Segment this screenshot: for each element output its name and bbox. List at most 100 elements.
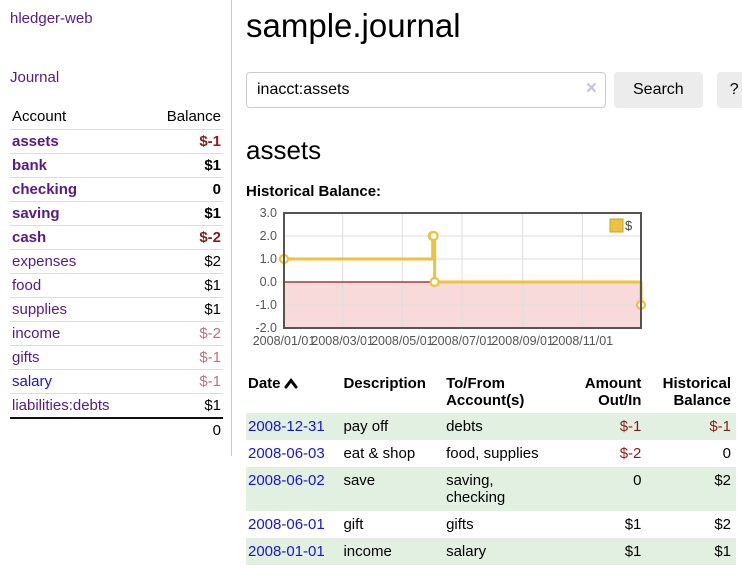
transaction-description: gift [343,516,364,533]
account-link-gifts[interactable]: gifts [12,349,40,366]
account-link-liabilities-debts[interactable]: liabilities:debts [12,397,110,414]
transaction-accounts: saving, checking [446,472,506,506]
svg-text:2008/03/01: 2008/03/01 [311,334,374,348]
svg-text:2008/05/01: 2008/05/01 [371,334,434,348]
accounts-header-account: Account [12,108,67,125]
register-row: 2008-06-03 eat & shop food, supplies $-2 0 [246,440,736,467]
register-row: 2008-12-31 pay off debts $-1 $-1 [246,413,736,440]
account-link-food[interactable]: food [12,277,42,294]
register-row: 2008-01-01 income salary $1 $1 [246,538,736,565]
clear-search-icon[interactable]: × [585,78,597,99]
accounts-header-balance: Balance [166,108,221,125]
account-balance: $2 [145,249,223,274]
app-title-link[interactable]: hledger-web [10,10,93,27]
transaction-description: income [343,543,392,560]
svg-text:0.0: 0.0 [260,275,277,289]
transaction-accounts: debts [446,418,483,435]
account-balance: 0 [145,177,223,202]
account-balance: $1 [145,273,223,298]
account-link-income[interactable]: income [12,325,61,342]
account-link-saving[interactable]: saving [12,205,60,222]
search-input[interactable] [246,72,606,108]
account-row: salary $-1 [10,369,223,394]
account-link-salary[interactable]: salary [12,373,53,390]
transaction-accounts: salary [446,543,487,560]
account-balance: $1 [145,153,223,178]
transaction-date-link[interactable]: 2008-06-01 [248,516,325,533]
account-row: bank $1 [10,153,223,178]
nav-journal: Journal [10,69,223,87]
svg-text:2008/11/01: 2008/11/01 [551,334,613,348]
app-title: hledger-web [10,10,223,28]
accounts-total-value: 0 [145,417,223,442]
register-row: 2008-06-01 gift gifts $1 $2 [246,511,736,538]
transaction-amount: $1 [624,543,642,560]
transaction-balance: 0 [722,445,731,462]
help-button[interactable]: ? [716,72,742,108]
register-table: Date Description To/From Account(s) Amou… [246,371,736,565]
account-row: saving $1 [10,201,223,226]
register-header-description: Description [343,375,426,392]
sort-asc-icon [284,378,298,389]
accounts-table-body: assets $-1 bank $1 checking 0 saving $1 cash $-2 e… [10,129,223,442]
svg-text:$: $ [625,218,633,233]
svg-text:2.0: 2.0 [260,229,277,243]
account-row: expenses $2 [10,249,223,274]
account-row: supplies $1 [10,297,223,322]
transaction-description: save [343,472,376,489]
account-balance: $-2 [145,321,223,346]
account-row: assets $-1 [10,129,223,154]
accounts-total-row: 0 [10,417,223,442]
register-header-date[interactable]: Date [246,371,341,413]
account-row: gifts $-1 [10,345,223,370]
transaction-date-link[interactable]: 2008-12-31 [248,418,325,435]
register-header-balance: Historical Balance [662,375,731,409]
account-heading: assets [246,135,322,165]
svg-text:2008/09/01: 2008/09/01 [491,334,554,348]
account-balance: $-1 [145,345,223,370]
register-row: 2008-06-02 save saving, checking 0 $2 [246,467,736,511]
transaction-description: eat & shop [343,445,416,462]
register-table-body: 2008-12-31 pay off debts $-1 $-1 2008-06-03 ea… [246,413,736,565]
main-content: sample.journal × Search ? assets Histori… [232,0,742,585]
transaction-amount: 0 [633,472,642,489]
account-balance: $1 [145,393,223,418]
search-button[interactable]: Search [614,72,703,108]
svg-text:3.0: 3.0 [260,206,277,220]
transaction-amount: $-1 [619,418,642,435]
account-row: food $1 [10,273,223,298]
transaction-date-link[interactable]: 2008-06-02 [248,472,325,489]
account-link-expenses[interactable]: expenses [12,253,77,270]
account-row: income $-2 [10,321,223,346]
svg-text:-2.0: -2.0 [255,321,277,335]
sidebar: hledger-web Journal Account Balance asse… [0,0,232,456]
page-title: sample.journal [246,7,461,44]
transaction-balance: $2 [714,472,731,489]
account-link-assets[interactable]: assets [12,133,59,150]
transaction-balance: $1 [714,543,731,560]
search-input-wrap: × [246,72,606,108]
account-balance: $-2 [145,225,223,250]
account-link-cash[interactable]: cash [12,229,47,246]
svg-text:2008/01/01: 2008/01/01 [253,334,316,348]
transaction-accounts: gifts [446,516,474,533]
search-form: × Search ? [246,72,742,108]
account-balance: $1 [145,297,223,322]
journal-link[interactable]: Journal [10,69,60,86]
balance-chart: 3.0 2.0 1.0 0.0 -1.0 -2.0 2008/01/01 2008/03/01… [246,206,648,351]
account-link-checking[interactable]: checking [12,181,78,198]
svg-text:-1.0: -1.0 [255,298,277,312]
register-header-amount: Amount Out/In [584,375,642,409]
chart-heading: Historical Balance: [246,183,382,200]
account-link-supplies[interactable]: supplies [12,301,68,318]
account-row: cash $-2 [10,225,223,250]
register-header-row: Date Description To/From Account(s) Amou… [246,371,736,413]
account-link-bank[interactable]: bank [12,157,48,174]
account-row: liabilities:debts $1 [10,393,223,418]
register-header-accounts: To/From Account(s) [446,375,525,409]
historical-balance-plot: 3.0 2.0 1.0 0.0 -1.0 -2.02008/01/012008/03/01… [253,206,647,348]
accounts-table: Account Balance assets $-1 bank $1 checking 0… [10,104,223,442]
transaction-date-link[interactable]: 2008-06-03 [248,445,325,462]
transaction-date-link[interactable]: 2008-01-01 [248,543,325,560]
